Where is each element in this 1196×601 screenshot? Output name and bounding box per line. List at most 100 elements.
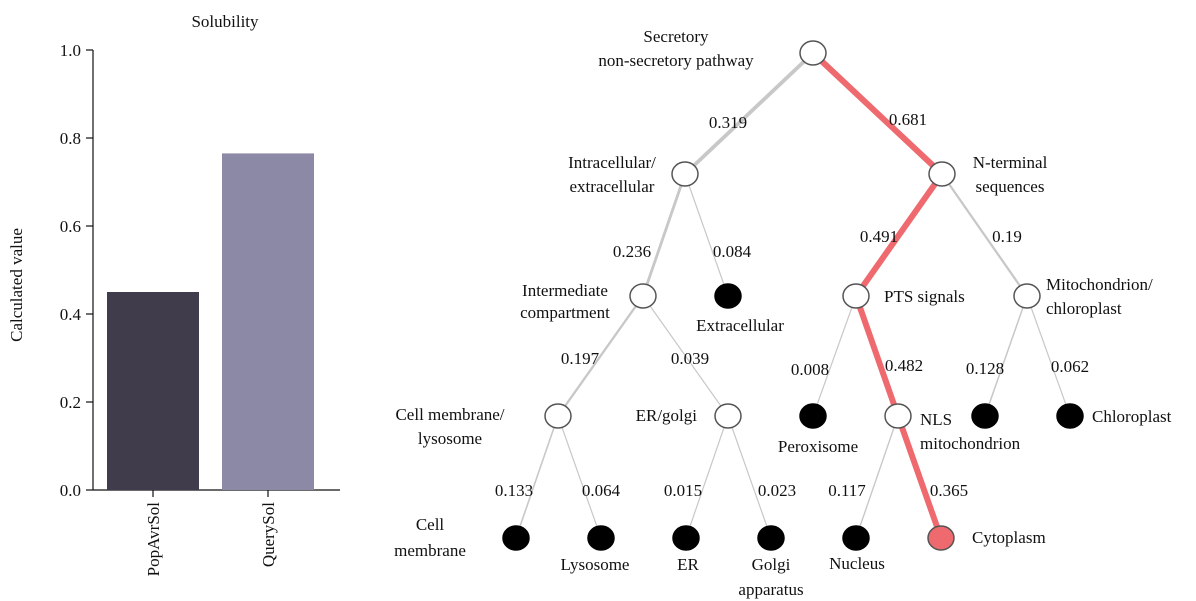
tree-node-cm_leaf [502, 525, 530, 551]
tree-node-pts [842, 283, 870, 309]
edge-value-label: 0.681 [889, 110, 927, 129]
tree-nodes [502, 40, 1084, 551]
localization-decision-tree: 0.319 0.681 0.236 0.084 0.491 0.19 0.197 0.039 0… [394, 27, 1171, 599]
edge-value-label: 0.117 [828, 481, 866, 500]
edge-value-label: 0.015 [664, 481, 702, 500]
edge-value-label: 0.128 [966, 359, 1004, 378]
node-label-cellmem: Cell membrane/ [395, 405, 504, 424]
tree-node-interm [629, 283, 657, 309]
tree-edge-cellmem-cm_leaf [515, 415, 559, 539]
tree-node-mitoleaf [971, 403, 999, 429]
tree-edge-intra-interm [641, 172, 687, 298]
bar-QuerySol [222, 153, 314, 490]
edge-value-label: 0.319 [709, 113, 747, 132]
x-axis-ticks: PopAvrSol QuerySol [144, 490, 278, 576]
tree-node-intra [671, 161, 699, 187]
node-label-mito: Mitochondrion/ [1046, 275, 1153, 294]
edge-value-label: 0.236 [613, 242, 651, 261]
node-label-interm: Intermediate [522, 281, 608, 300]
tree-edge-interm-ergolgi [642, 295, 729, 417]
tree-edge-ergolgi-er [685, 415, 729, 539]
tree-node-mito [1013, 283, 1041, 309]
tree-edge-mito-chloro [1026, 295, 1071, 417]
tree-node-cyto [927, 525, 955, 551]
node-label-nucleus: Nucleus [829, 554, 885, 573]
y-tick-label: 1.0 [60, 41, 81, 60]
edge-value-label: 0.133 [495, 481, 533, 500]
tree-edge-ergolgi-golgi [727, 415, 772, 539]
y-tick-label: 0.0 [60, 481, 81, 500]
tree-edge-pts-perox [812, 295, 857, 417]
node-label-cm_leaf: Cell [416, 515, 445, 534]
edge-value-label: 0.084 [713, 242, 752, 261]
node-label-ergolgi: ER/golgi [636, 406, 698, 425]
x-tick-label: PopAvrSol [144, 502, 163, 577]
node-label-perox: Peroxisome [778, 437, 858, 456]
y-axis-ticks: 0.0 0.2 0.4 0.6 0.8 1.0 [60, 41, 93, 500]
edge-value-label: 0.197 [561, 349, 600, 368]
tree-edge-nterm-mito [940, 172, 1029, 298]
tree-edge-mito-mitoleaf [984, 295, 1028, 417]
tree-edge-nterm-pts [853, 171, 945, 299]
tree-node-root [799, 40, 827, 66]
edge-value-label: 0.008 [791, 360, 829, 379]
y-tick-label: 0.2 [60, 393, 81, 412]
node-label-intra: extracellular [570, 177, 655, 196]
node-label-golgi: Golgi [752, 555, 791, 574]
tree-node-golgi [757, 525, 785, 551]
node-label-interm: compartment [520, 303, 610, 322]
edge-value-label: 0.482 [885, 356, 923, 375]
solubility-bar-chart: Solubility Calculated value 0.0 0.2 0.4 0.6… [7, 12, 340, 576]
node-label-pts: PTS signals [884, 287, 965, 306]
node-label-er: ER [677, 555, 699, 574]
chart-title: Solubility [191, 12, 259, 31]
bars [107, 153, 314, 490]
edge-value-label: 0.491 [860, 227, 898, 246]
y-tick-label: 0.6 [60, 217, 81, 236]
edge-value-label: 0.039 [671, 349, 709, 368]
tree-node-extra [714, 283, 742, 309]
tree-node-perox [799, 403, 827, 429]
tree-node-labels: Secretory non-secretory pathway Intracellu… [394, 27, 1171, 599]
tree-edge-cellmem-lyso [557, 415, 602, 539]
node-label-chloro: Chloroplast [1092, 407, 1172, 426]
tree-node-nucleus [842, 525, 870, 551]
node-label-nls: mitochondrion [920, 434, 1021, 453]
edge-value-label: 0.064 [582, 481, 621, 500]
tree-edge-intra-extra [684, 173, 729, 297]
edge-value-label: 0.062 [1051, 357, 1089, 376]
node-label-root: non-secretory pathway [598, 51, 754, 70]
tree-edge-interm-cellmem [556, 294, 645, 418]
node-label-lyso: Lysosome [561, 555, 630, 574]
node-label-golgi: apparatus [738, 580, 803, 599]
node-label-intra: Intracellular/ [568, 153, 656, 172]
node-label-mito: chloroplast [1046, 299, 1122, 318]
node-label-nterm: N-terminal [973, 153, 1048, 172]
tree-edge-nls-nucleus [855, 415, 899, 539]
node-label-nls: NLS [920, 410, 952, 429]
bar-PopAvrSol [107, 292, 199, 490]
tree-edges [515, 50, 1071, 541]
node-label-cyto: Cytoplasm [972, 528, 1046, 547]
edge-value-label: 0.023 [758, 481, 796, 500]
node-label-cellmem: lysosome [418, 429, 482, 448]
tree-edge-nls-cyto [895, 413, 944, 541]
node-label-extra: Extracellular [696, 316, 784, 335]
tree-node-chloro [1056, 403, 1084, 429]
tree-node-ergolgi [714, 403, 742, 429]
y-tick-label: 0.8 [60, 129, 81, 148]
tree-edge-labels: 0.319 0.681 0.236 0.084 0.491 0.19 0.197 0.039 0… [495, 110, 1089, 500]
node-label-cm_leaf: membrane [394, 541, 466, 560]
edge-value-label: 0.365 [930, 481, 968, 500]
node-label-nterm: sequences [976, 177, 1045, 196]
edge-value-label: 0.19 [992, 227, 1022, 246]
tree-edge-root-nterm [810, 50, 945, 177]
tree-node-nls [884, 403, 912, 429]
tree-node-cellmem [544, 403, 572, 429]
y-tick-label: 0.4 [60, 305, 82, 324]
y-axis-label: Calculated value [7, 228, 26, 342]
tree-node-er [672, 525, 700, 551]
tree-node-lyso [587, 525, 615, 551]
x-tick-label: QuerySol [259, 502, 278, 567]
node-label-root: Secretory [643, 27, 709, 46]
